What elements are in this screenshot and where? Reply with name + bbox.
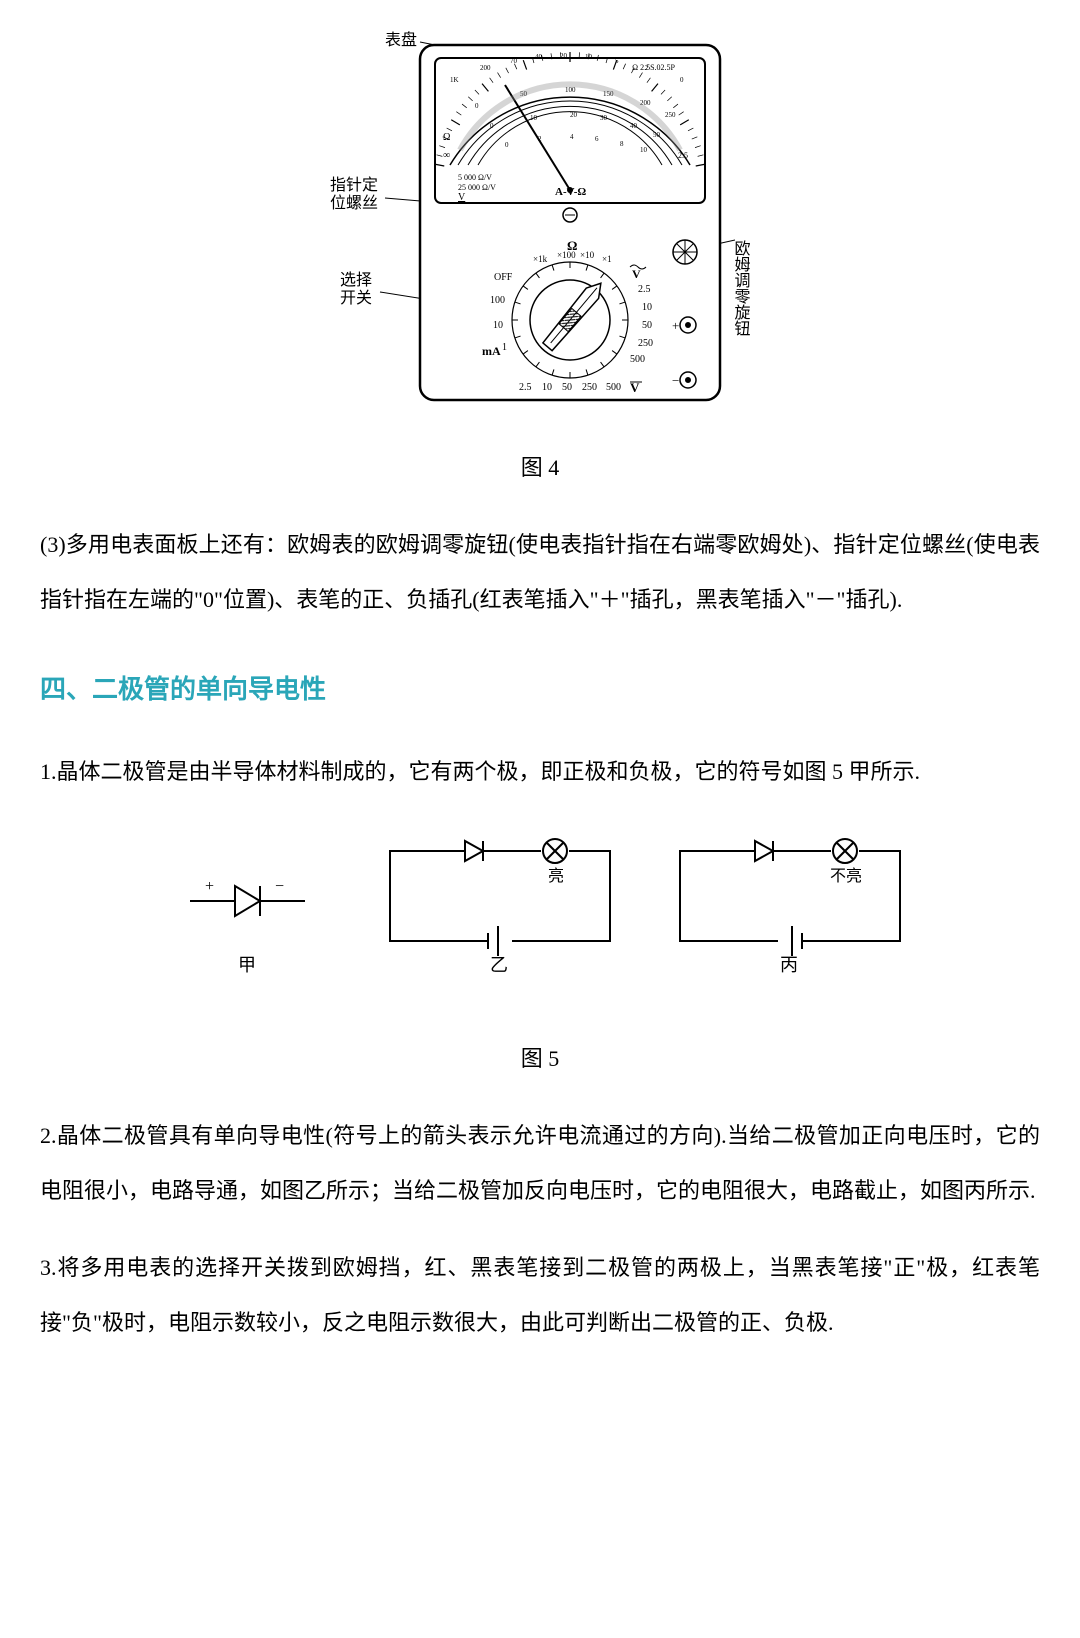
- svg-text:1K: 1K: [450, 76, 459, 84]
- svg-text:∞: ∞: [443, 150, 450, 161]
- circuit-bing: 不亮 丙: [680, 837, 900, 975]
- label-selector-1: 选择: [340, 271, 372, 289]
- svg-text:+: +: [205, 878, 214, 895]
- svg-text:10: 10: [640, 146, 648, 154]
- paragraph-item-1: 1.晶体二极管是由半导体材料制成的，它有两个极，即正极和负极，它的符号如图 5 …: [40, 744, 1040, 799]
- svg-text:2.5: 2.5: [678, 151, 688, 160]
- svg-text:+: +: [672, 318, 679, 333]
- svg-text:−: −: [672, 373, 679, 388]
- svg-text:×100: ×100: [557, 250, 576, 260]
- svg-text:丙: 丙: [780, 955, 798, 975]
- svg-text:70: 70: [510, 57, 518, 65]
- svg-text:8: 8: [620, 140, 624, 148]
- figure-4-caption: 图 4: [40, 440, 1040, 495]
- svg-text:2.5: 2.5: [638, 284, 651, 295]
- svg-text:mA: mA: [482, 344, 501, 358]
- label-pointer-screw-2: 位螺丝: [330, 194, 378, 212]
- figure-5: + − 甲 亮 乙: [40, 821, 1040, 1021]
- label-selector-2: 开关: [340, 289, 372, 307]
- label-dial: 表盘: [385, 30, 417, 49]
- multimeter-diagram: 表盘 指针定 位螺丝 选择 开关 欧姆调零旋钮 Ω 2.5S.02.5P 1K …: [280, 30, 800, 410]
- svg-text:250: 250: [638, 338, 653, 349]
- svg-text:0: 0: [680, 76, 684, 84]
- svg-text:10: 10: [530, 114, 538, 122]
- diode-circuits-diagram: + − 甲 亮 乙: [160, 821, 920, 1001]
- svg-text:V: V: [458, 192, 466, 203]
- svg-text:50: 50: [562, 382, 572, 393]
- paragraph-item-2: 2.晶体二极管具有单向导电性(符号上的箭头表示允许电流通过的方向).当给二极管加…: [40, 1108, 1040, 1218]
- svg-text:−: −: [275, 878, 284, 895]
- svg-text:2.5: 2.5: [519, 382, 532, 393]
- circuit-yi: 亮 乙: [390, 837, 610, 975]
- svg-text:40: 40: [535, 53, 543, 61]
- svg-text:亮: 亮: [548, 867, 564, 885]
- svg-text:A-V-Ω: A-V-Ω: [555, 186, 586, 198]
- paragraph-item-3: 3.将多用电表的选择开关拨到欧姆挡，红、黑表笔接到二极管的两极上，当黑表笔接"正…: [40, 1240, 1040, 1350]
- svg-text:20: 20: [560, 52, 568, 60]
- svg-text:0: 0: [490, 122, 494, 130]
- svg-text:500: 500: [630, 354, 645, 365]
- label-ohm-zero: 欧姆调零旋钮: [732, 240, 751, 336]
- svg-text:50: 50: [653, 131, 661, 139]
- svg-text:20: 20: [570, 111, 578, 119]
- paragraph-3: (3)多用电表面板上还有：欧姆表的欧姆调零旋钮(使电表指针指在右端零欧姆处)、指…: [40, 517, 1040, 627]
- svg-text:40: 40: [630, 122, 638, 130]
- section-4-heading: 四、二极管的单向导电性: [40, 657, 1040, 722]
- svg-text:500: 500: [606, 382, 621, 393]
- svg-text:10: 10: [493, 320, 503, 331]
- face-text-top: Ω 2.5S.02.5P: [632, 63, 675, 72]
- svg-text:0: 0: [475, 102, 479, 110]
- svg-text:×1: ×1: [602, 254, 612, 264]
- diode-symbol-jia: + − 甲: [190, 878, 305, 975]
- svg-text:0: 0: [505, 141, 509, 149]
- svg-text:25 000 Ω/V: 25 000 Ω/V: [458, 183, 496, 192]
- figure-5-caption: 图 5: [40, 1031, 1040, 1086]
- svg-text:乙: 乙: [490, 955, 508, 975]
- svg-text:5 000 Ω/V: 5 000 Ω/V: [458, 173, 492, 182]
- svg-text:10: 10: [542, 382, 552, 393]
- svg-text:不亮: 不亮: [830, 867, 862, 885]
- svg-text:250: 250: [665, 111, 676, 119]
- svg-text:50: 50: [642, 320, 652, 331]
- svg-text:Ω: Ω: [443, 132, 450, 143]
- svg-text:5: 5: [615, 57, 619, 65]
- svg-text:V: V: [632, 267, 641, 281]
- svg-text:250: 250: [582, 382, 597, 393]
- svg-text:×10: ×10: [580, 250, 595, 260]
- svg-text:OFF: OFF: [494, 272, 513, 283]
- svg-text:10: 10: [585, 53, 593, 61]
- figure-4: 表盘 指针定 位螺丝 选择 开关 欧姆调零旋钮 Ω 2.5S.02.5P 1K …: [40, 30, 1040, 430]
- svg-text:1: 1: [502, 342, 507, 353]
- svg-text:4: 4: [570, 133, 574, 141]
- svg-text:6: 6: [595, 135, 599, 143]
- label-pointer-screw-1: 指针定: [330, 176, 378, 194]
- svg-text:100: 100: [490, 295, 505, 306]
- svg-text:30: 30: [600, 114, 608, 122]
- svg-text:甲: 甲: [238, 955, 256, 975]
- svg-text:×1k: ×1k: [533, 254, 548, 264]
- svg-text:10: 10: [642, 302, 652, 313]
- svg-text:200: 200: [480, 64, 491, 72]
- svg-text:2: 2: [645, 64, 649, 72]
